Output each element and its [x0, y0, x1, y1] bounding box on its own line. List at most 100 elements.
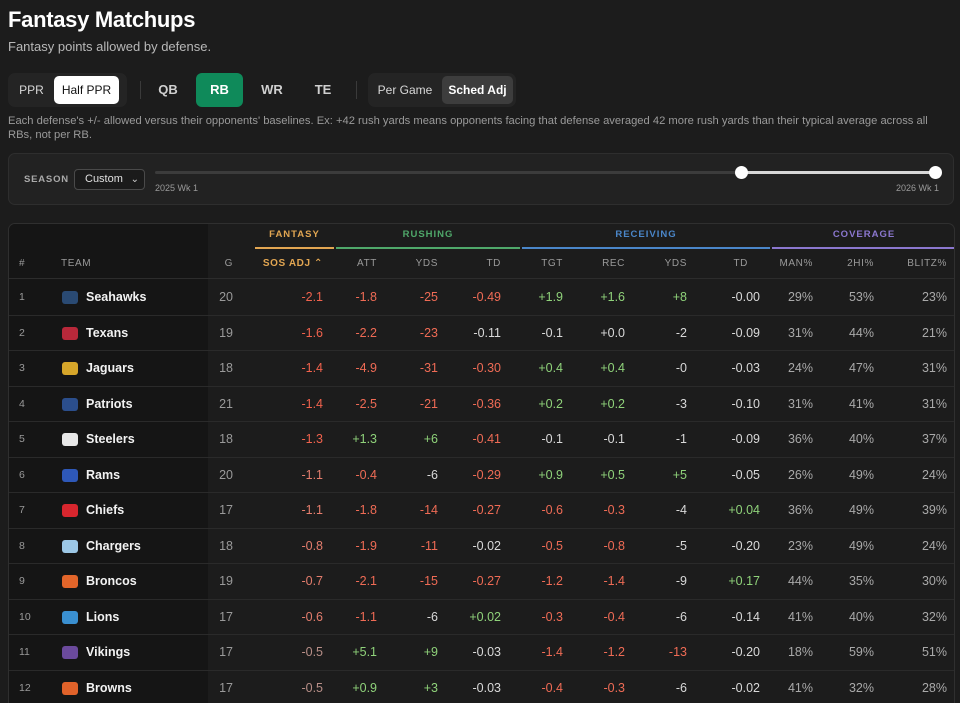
cell-targets: -0.4 — [541, 680, 563, 695]
cell-team-name[interactable]: Broncos — [86, 574, 137, 588]
cell-2hi-pct: 47% — [848, 361, 874, 375]
scoring-half-ppr-button[interactable]: Half PPR — [54, 76, 119, 104]
cell-man-pct: 41% — [787, 680, 813, 695]
cell-rush-td: +0.02 — [469, 609, 501, 624]
mode-sched-adj-button[interactable]: Sched Adj — [442, 76, 513, 104]
table-row[interactable]: 7 Chiefs 17 -1.1 -1.8 -14 -0.27 -0.6 -0.3 -4 +0.04… — [9, 493, 954, 529]
table-row[interactable]: 5 Steelers 18 -1.3 +1.3 +6 -0.41 -0.1 -0.1 -1 -0.0… — [9, 422, 954, 458]
cell-sos-adj: -0.7 — [301, 574, 323, 588]
position-te-tab[interactable]: TE — [314, 82, 332, 97]
cell-team-name[interactable]: Seahawks — [86, 290, 147, 304]
cell-team-name[interactable]: Jaguars — [86, 361, 134, 375]
range-start-handle[interactable] — [734, 166, 748, 179]
cell-targets: +0.9 — [538, 467, 563, 482]
header-man-pct[interactable]: MAN% — [779, 258, 813, 269]
cell-blitz-pct: 21% — [921, 325, 947, 340]
cell-rush-att: +1.3 — [352, 432, 377, 446]
mode-toggle: Per Game Sched Adj — [368, 73, 516, 107]
cell-games: 17 — [219, 680, 233, 695]
cell-blitz-pct: 37% — [921, 432, 947, 446]
cell-games: 20 — [219, 290, 233, 304]
cell-receptions: -1.2 — [603, 645, 625, 659]
cell-man-pct: 44% — [787, 574, 813, 588]
position-wr-tab[interactable]: WR — [261, 82, 283, 97]
season-select[interactable]: Custom ⌄ — [74, 169, 145, 190]
cell-man-pct: 36% — [787, 432, 813, 446]
cell-team-name[interactable]: Patriots — [86, 396, 133, 411]
cell-receptions: +0.5 — [600, 467, 625, 482]
team-logo-icon — [62, 291, 78, 304]
cell-team-name[interactable]: Chiefs — [86, 503, 125, 517]
scoring-ppr-button[interactable]: PPR — [19, 83, 44, 97]
cell-rank: 8 — [19, 539, 25, 552]
table-row[interactable]: 10 Lions 17 -0.6 -1.1 -6 +0.02 -0.3 -0.4 -6 -0.14 4… — [9, 600, 954, 635]
header-rush-att[interactable]: ATT — [357, 258, 377, 269]
table-row[interactable]: 1 Seahawks 20 -2.1 -1.8 -25 -0.49 +1.9 +1.6 +8 -0.… — [9, 280, 954, 316]
cell-team-name[interactable]: Steelers — [86, 432, 135, 446]
header-rec-td[interactable]: TD — [733, 258, 748, 269]
cell-man-pct: 29% — [787, 290, 813, 304]
team-logo-icon — [62, 433, 78, 446]
season-range-slider[interactable] — [155, 166, 942, 179]
header-2hi-pct[interactable]: 2HI% — [847, 258, 874, 269]
cell-rush-td: -0.11 — [473, 325, 501, 340]
cell-team-name[interactable]: Rams — [86, 467, 121, 482]
cell-rank: 3 — [19, 362, 25, 374]
header-sos-adj[interactable]: SOS ADJ ⌃ — [262, 258, 323, 269]
header-rush-yds[interactable]: YDS — [415, 258, 438, 269]
table-row[interactable]: 3 Jaguars 18 -1.4 -4.9 -31 -0.30 +0.4 +0.4 -0 -0.0… — [9, 351, 954, 387]
header-receptions[interactable]: REC — [602, 258, 625, 269]
group-receiving-bar — [522, 247, 770, 249]
season-label: SEASON — [24, 174, 69, 185]
cell-rec-td: +0.17 — [728, 574, 760, 588]
table-row[interactable]: 6 Rams 20 -1.1 -0.4 -6 -0.29 +0.9 +0.5 +5 -0.05 26%… — [9, 458, 954, 493]
table-row[interactable]: 4 Patriots 21 -1.4 -2.5 -21 -0.36 +0.2 +0.2 -3 -0.… — [9, 387, 954, 422]
header-rush-td[interactable]: TD — [486, 258, 501, 269]
position-rb-tab[interactable]: RB — [196, 73, 243, 107]
table-row[interactable]: 9 Broncos 19 -0.7 -2.1 -15 -0.27 -1.2 -1.4 -9 +0.1… — [9, 564, 954, 600]
group-rushing-label: RUSHING — [402, 229, 454, 240]
cell-team-name[interactable]: Lions — [86, 609, 120, 624]
cell-rec-yds: +5 — [672, 467, 687, 482]
table-row[interactable]: 11 Vikings 17 -0.5 +5.1 +9 -0.03 -1.4 -1.2 -13 -0.… — [9, 635, 954, 671]
cell-rank: 6 — [19, 468, 25, 481]
cell-rec-yds: -6 — [675, 609, 687, 624]
cell-team-name[interactable]: Browns — [86, 680, 132, 695]
header-team[interactable]: TEAM — [61, 258, 92, 269]
chevron-down-icon: ⌄ — [130, 174, 139, 185]
header-targets[interactable]: TGT — [541, 258, 563, 269]
table-row[interactable]: 2 Texans 19 -1.6 -2.2 -23 -0.11 -0.1 +0.0 -2 -0.09… — [9, 316, 954, 351]
cell-targets: +1.9 — [538, 290, 563, 304]
cell-rec-yds: +8 — [672, 290, 687, 304]
range-end-handle[interactable] — [929, 166, 942, 179]
table-row[interactable]: 8 Chargers 18 -0.8 -1.9 -11 -0.02 -0.5 -0.8 -5 -0.… — [9, 529, 954, 564]
team-logo-icon — [62, 681, 78, 695]
cell-rush-yds: -23 — [419, 325, 438, 340]
cell-rush-att: -2.2 — [355, 325, 377, 340]
table-row[interactable]: 12 Browns 17 -0.5 +0.9 +3 -0.03 -0.4 -0.3 -6 -0.02… — [9, 671, 954, 703]
cell-sos-adj: -0.6 — [301, 609, 323, 624]
range-end-label: 2026 Wk 1 — [895, 183, 939, 193]
header-rec-yds[interactable]: YDS — [664, 258, 687, 269]
mode-per-game-button[interactable]: Per Game — [377, 83, 433, 97]
filter-controls: PPR Half PPR QB RB WR TE Per Game Sched … — [8, 73, 960, 107]
header-games[interactable]: G — [224, 258, 233, 269]
cell-blitz-pct: 30% — [921, 574, 947, 588]
group-fantasy: FANTASY — [255, 224, 334, 249]
season-range-fill — [740, 171, 936, 174]
cell-team-name[interactable]: Texans — [86, 325, 129, 340]
cell-rank: 4 — [19, 397, 25, 410]
cell-team-name[interactable]: Vikings — [86, 645, 131, 659]
cell-rec-yds: -2 — [675, 325, 687, 340]
header-blitz-pct[interactable]: BLITZ% — [907, 258, 947, 269]
cell-receptions: +1.6 — [600, 290, 625, 304]
cell-2hi-pct: 41% — [848, 396, 874, 411]
cell-sos-adj: -0.5 — [301, 645, 323, 659]
position-qb-tab[interactable]: QB — [158, 82, 178, 97]
cell-games: 17 — [219, 609, 233, 624]
cell-receptions: -0.3 — [603, 680, 625, 695]
cell-team-name[interactable]: Chargers — [86, 538, 141, 553]
table-header: # TEAM G SOS ADJ ⌃ ATT YDS TD TGT REC YD… — [9, 249, 954, 279]
header-rank[interactable]: # — [19, 258, 26, 269]
column-group-row: FANTASY RUSHING RECEIVING COVERAGE — [9, 224, 954, 249]
